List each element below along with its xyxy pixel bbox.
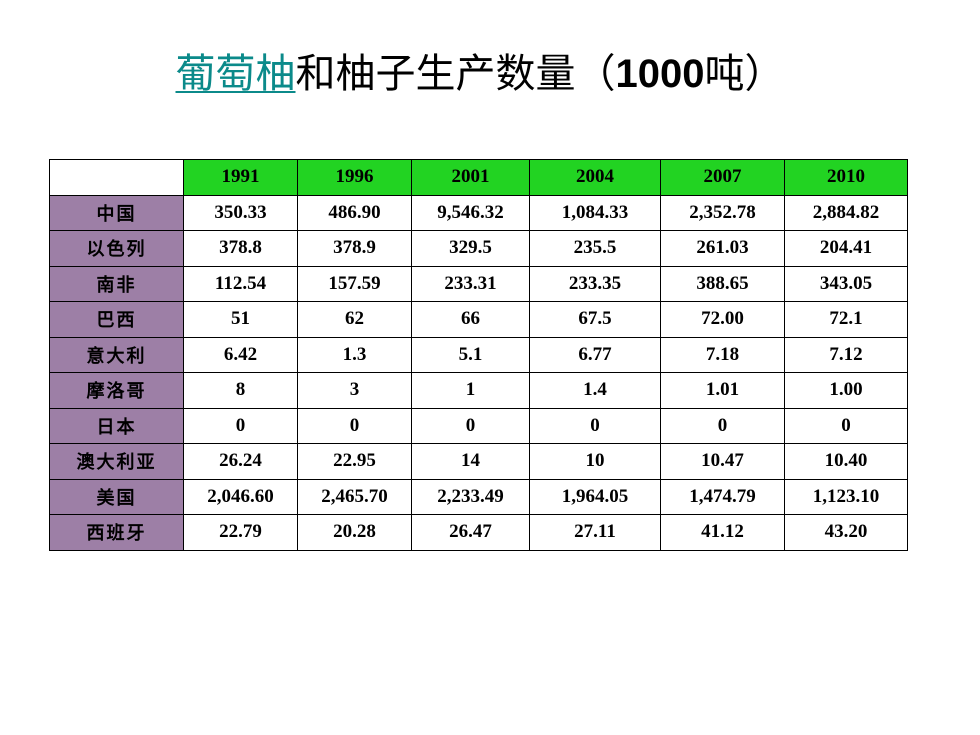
value-cell: 0 [411,407,530,444]
value-cell: 6.42 [183,336,298,373]
value-cell: 112.54 [183,265,298,302]
value-cell: 378.9 [297,230,412,267]
value-cell: 2,884.82 [784,194,908,231]
table-row: 日本 0 0 0 0 0 0 [49,407,908,444]
country-cell: 南非 [49,265,184,302]
value-cell: 0 [183,407,298,444]
value-cell: 1.01 [660,372,785,409]
value-cell: 26.24 [183,443,298,480]
value-cell: 10 [529,443,661,480]
production-table: 1991 1996 2001 2004 2007 2010 中国 350.33 … [49,159,908,551]
table-row: 摩洛哥 8 3 1 1.4 1.01 1.00 [49,372,908,409]
value-cell: 9,546.32 [411,194,530,231]
table-row: 中国 350.33 486.90 9,546.32 1,084.33 2,352… [49,194,908,231]
value-cell: 0 [297,407,412,444]
country-cell: 以色列 [49,230,184,267]
value-cell: 8 [183,372,298,409]
country-cell: 美国 [49,478,184,515]
value-cell: 62 [297,301,412,338]
value-cell: 2,233.49 [411,478,530,515]
title-unit: 吨） [704,51,785,97]
value-cell: 43.20 [784,514,908,551]
table-row: 巴西 51 62 66 67.5 72.00 72.1 [49,301,908,338]
value-cell: 10.47 [660,443,785,480]
value-cell: 0 [529,407,661,444]
title-text: 和柚子生产数量（ [295,51,616,97]
table-row: 澳大利亚 26.24 22.95 14 10 10.47 10.40 [49,443,908,480]
grapefruit-link[interactable]: 葡萄柚 [175,51,296,97]
value-cell: 14 [411,443,530,480]
year-header: 2007 [660,159,785,196]
country-cell: 西班牙 [49,514,184,551]
value-cell: 22.95 [297,443,412,480]
value-cell: 350.33 [183,194,298,231]
value-cell: 486.90 [297,194,412,231]
country-cell: 摩洛哥 [49,372,184,409]
year-header: 2004 [529,159,661,196]
value-cell: 204.41 [784,230,908,267]
value-cell: 72.00 [660,301,785,338]
value-cell: 66 [411,301,530,338]
year-header: 2010 [784,159,908,196]
value-cell: 7.18 [660,336,785,373]
value-cell: 51 [183,301,298,338]
value-cell: 0 [784,407,908,444]
country-cell: 巴西 [49,301,184,338]
value-cell: 27.11 [529,514,661,551]
value-cell: 343.05 [784,265,908,302]
value-cell: 1.00 [784,372,908,409]
value-cell: 233.35 [529,265,661,302]
value-cell: 233.31 [411,265,530,302]
table-row: 以色列 378.8 378.9 329.5 235.5 261.03 204.4… [49,230,908,267]
country-cell: 意大利 [49,336,184,373]
value-cell: 2,465.70 [297,478,412,515]
value-cell: 1.4 [529,372,661,409]
value-cell: 67.5 [529,301,661,338]
value-cell: 329.5 [411,230,530,267]
value-cell: 5.1 [411,336,530,373]
table-row: 南非 112.54 157.59 233.31 233.35 388.65 34… [49,265,908,302]
country-cell: 澳大利亚 [49,443,184,480]
value-cell: 20.28 [297,514,412,551]
value-cell: 6.77 [529,336,661,373]
table-row: 意大利 6.42 1.3 5.1 6.77 7.18 7.12 [49,336,908,373]
country-cell: 中国 [49,194,184,231]
header-corner-cell [49,159,184,196]
value-cell: 235.5 [529,230,661,267]
value-cell: 1,474.79 [660,478,785,515]
title-number: 1000 [615,52,705,96]
value-cell: 10.40 [784,443,908,480]
value-cell: 3 [297,372,412,409]
value-cell: 261.03 [660,230,785,267]
table-row: 美国 2,046.60 2,465.70 2,233.49 1,964.05 1… [49,478,908,515]
table-row: 西班牙 22.79 20.28 26.47 27.11 41.12 43.20 [49,514,908,551]
value-cell: 388.65 [660,265,785,302]
value-cell: 1,123.10 [784,478,908,515]
year-header: 2001 [411,159,530,196]
year-header: 1996 [297,159,412,196]
value-cell: 2,046.60 [183,478,298,515]
value-cell: 2,352.78 [660,194,785,231]
value-cell: 41.12 [660,514,785,551]
value-cell: 26.47 [411,514,530,551]
value-cell: 378.8 [183,230,298,267]
value-cell: 7.12 [784,336,908,373]
value-cell: 22.79 [183,514,298,551]
value-cell: 0 [660,407,785,444]
table-header-row: 1991 1996 2001 2004 2007 2010 [49,159,908,196]
value-cell: 1 [411,372,530,409]
page-title: 葡萄柚和柚子生产数量（1000吨） [0,44,960,104]
country-cell: 日本 [49,407,184,444]
value-cell: 1,964.05 [529,478,661,515]
year-header: 1991 [183,159,298,196]
value-cell: 1,084.33 [529,194,661,231]
value-cell: 1.3 [297,336,412,373]
value-cell: 72.1 [784,301,908,338]
value-cell: 157.59 [297,265,412,302]
